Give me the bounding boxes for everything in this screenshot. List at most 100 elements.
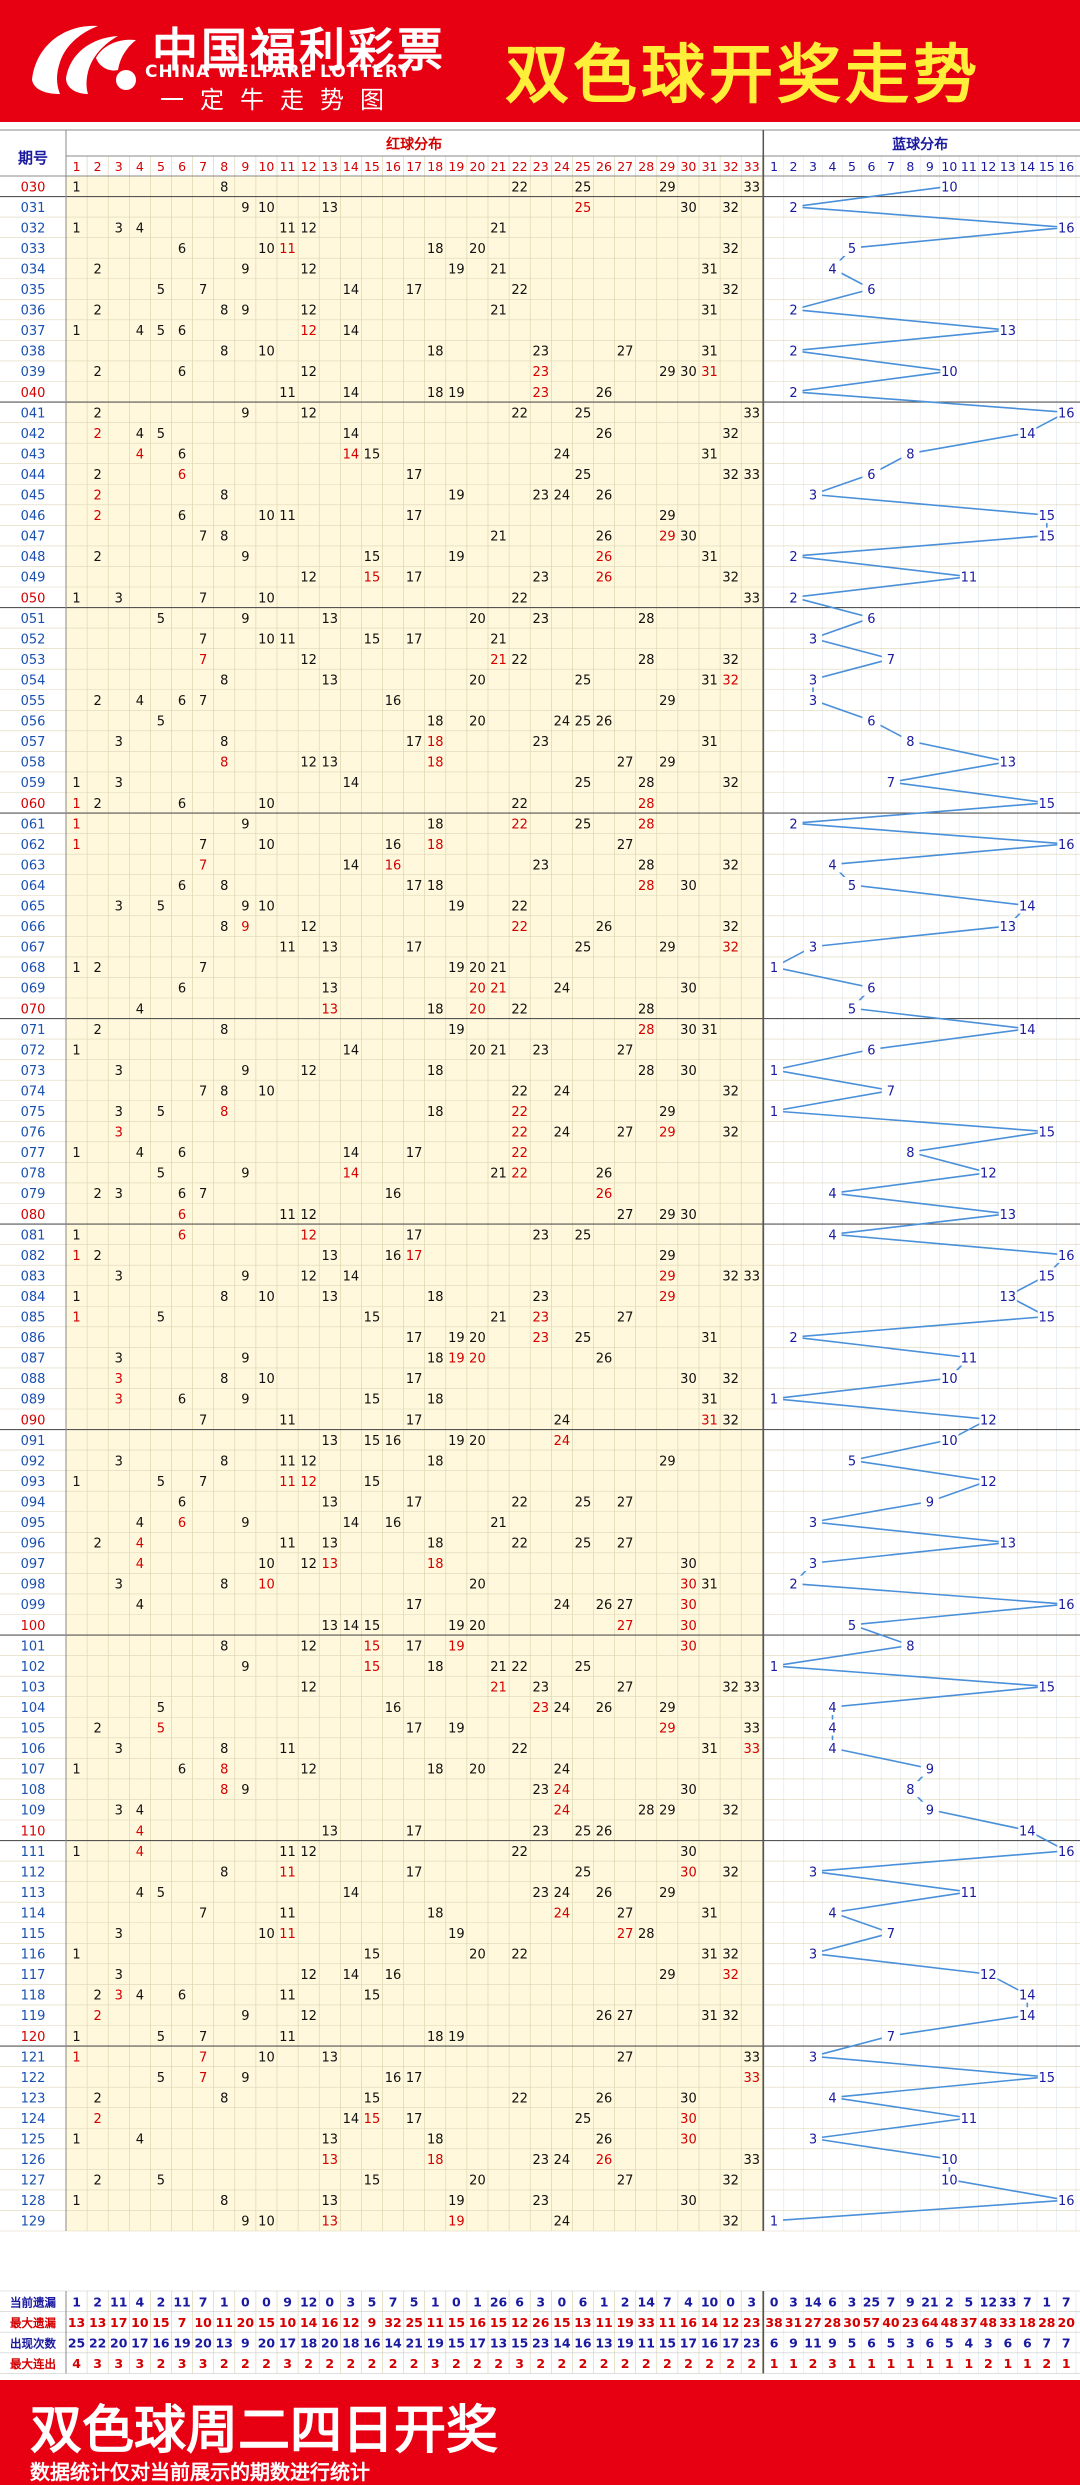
blue-ball-number: 2 <box>789 386 797 401</box>
red-ball-number: 30 <box>680 1578 697 1593</box>
red-ball-number: 6 <box>178 324 186 339</box>
red-ball-number: 18 <box>427 2030 444 2045</box>
stats-red-value: 12 <box>342 2315 359 2330</box>
red-ball-number: 27 <box>617 1680 634 1695</box>
red-ball-number: 13 <box>321 201 338 216</box>
red-ball-number: 8 <box>220 530 228 545</box>
blue-ball-mask <box>862 1041 881 1058</box>
red-ball-number: 20 <box>469 1434 486 1449</box>
blue-ball-number: 14 <box>1019 427 1036 442</box>
blue-ball-mask <box>1018 2007 1037 2024</box>
blue-ball-mask <box>901 1781 920 1798</box>
red-ball-number: 32 <box>722 468 739 483</box>
stats-red-value: 2 <box>621 2294 630 2309</box>
stats-red-value: 26 <box>490 2294 508 2309</box>
red-ball-number: 11 <box>279 221 296 236</box>
red-ball-number: 32 <box>722 673 739 688</box>
issue-label: 079 <box>21 1187 46 1202</box>
red-ball-number: 11 <box>279 1989 296 2004</box>
stats-red-value: 2 <box>684 2356 693 2371</box>
blue-ball-number: 8 <box>906 735 914 750</box>
blue-number-header: 3 <box>809 159 817 174</box>
red-ball-number: 17 <box>406 1228 423 1243</box>
red-ball-number: 22 <box>511 653 528 668</box>
blue-ball-number: 16 <box>1058 221 1075 236</box>
red-ball-number: 32 <box>722 1804 739 1819</box>
red-ball-number: 31 <box>701 1906 718 1921</box>
red-ball-number: 4 <box>136 1886 144 1901</box>
red-ball-number: 27 <box>617 1619 634 1634</box>
red-ball-number: 9 <box>241 1352 249 1367</box>
blue-ball-number: 10 <box>941 2153 958 2168</box>
blue-ball-mask <box>842 1000 861 1017</box>
red-ball-number: 7 <box>199 2071 207 2086</box>
red-ball-number: 17 <box>406 1865 423 1880</box>
stats-blue-value: 1 <box>926 2356 935 2371</box>
stats-blue-value: 3 <box>848 2294 857 2309</box>
red-number-header: 21 <box>491 159 507 174</box>
stats-red-value: 16 <box>363 2336 381 2351</box>
red-ball-number: 12 <box>300 571 317 586</box>
red-ball-number: 11 <box>279 632 296 647</box>
stats-blue-value: 2 <box>984 2356 993 2371</box>
red-ball-number: 17 <box>406 1372 423 1387</box>
red-ball-number: 28 <box>638 879 655 894</box>
red-ball-number: 11 <box>279 1208 296 1223</box>
blue-ball-number: 16 <box>1058 2194 1075 2209</box>
red-ball-number: 7 <box>199 283 207 298</box>
red-ball-number: 22 <box>511 1495 528 1510</box>
issue-label: 107 <box>21 1763 46 1778</box>
stats-red-value: 18 <box>300 2336 317 2351</box>
red-ball-number: 1 <box>72 1763 80 1778</box>
red-ball-number: 22 <box>511 180 528 195</box>
red-ball-number: 3 <box>115 1105 123 1120</box>
stats-red-value: 0 <box>241 2294 250 2309</box>
red-ball-number: 15 <box>364 2174 381 2189</box>
blue-ball-number: 3 <box>809 2133 817 2148</box>
blue-ball-number: 5 <box>848 1619 856 1634</box>
red-ball-number: 3 <box>115 1064 123 1079</box>
stats-red-value: 9 <box>283 2294 292 2309</box>
red-ball-number: 27 <box>617 1598 634 1613</box>
blue-ball-number: 3 <box>809 694 817 709</box>
red-ball-number: 18 <box>427 838 444 853</box>
blue-number-header: 9 <box>926 159 934 174</box>
stats-blue-value: 3 <box>828 2356 837 2371</box>
blue-ball-mask <box>901 1637 920 1654</box>
stats-red-value: 4 <box>684 2294 693 2309</box>
red-ball-number: 22 <box>511 900 528 915</box>
red-ball-number: 8 <box>220 673 228 688</box>
red-ball-number: 26 <box>596 1187 613 1202</box>
red-ball-number: 5 <box>157 283 165 298</box>
red-ball-number: 19 <box>448 550 465 565</box>
blue-ball-mask <box>940 178 959 195</box>
red-ball-number: 14 <box>343 447 360 462</box>
blue-ball-mask <box>1057 1842 1076 1859</box>
red-ball-number: 31 <box>701 2009 718 2024</box>
red-ball-number: 3 <box>115 1578 123 1593</box>
red-ball-number: 1 <box>72 817 80 832</box>
red-ball-number: 1 <box>72 1311 80 1326</box>
red-ball-number: 2 <box>94 509 102 524</box>
stats-red-value: 11 <box>638 2336 655 2351</box>
red-ball-number: 11 <box>279 386 296 401</box>
red-ball-number: 18 <box>427 345 444 360</box>
red-ball-number: 23 <box>532 1783 549 1798</box>
red-ball-number: 4 <box>136 221 144 236</box>
blue-ball-mask <box>804 2130 823 2147</box>
stats-blue-value: 12 <box>980 2294 997 2309</box>
red-ball-number: 30 <box>680 1557 697 1572</box>
red-ball-number: 15 <box>364 571 381 586</box>
red-ball-number: 28 <box>638 776 655 791</box>
red-ball-number: 21 <box>490 1043 507 1058</box>
red-ball-number: 7 <box>199 653 207 668</box>
red-ball-number: 10 <box>258 1578 275 1593</box>
red-ball-number: 14 <box>343 776 360 791</box>
red-ball-number: 17 <box>406 941 423 956</box>
issue-label: 035 <box>21 283 46 298</box>
stats-blue-value: 1 <box>1003 2356 1012 2371</box>
red-ball-number: 4 <box>136 1557 144 1572</box>
issue-label: 065 <box>21 900 46 915</box>
brand-name-cn: 中国福利彩票 <box>152 23 446 77</box>
red-ball-number: 1 <box>72 1290 80 1305</box>
